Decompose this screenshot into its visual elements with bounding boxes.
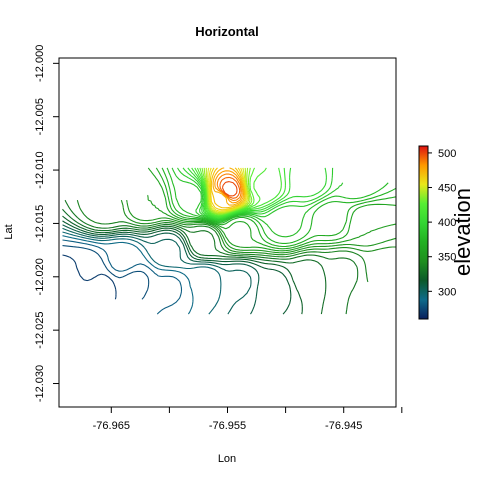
contour-line [219, 176, 241, 199]
contour-line [177, 167, 334, 221]
contour-line [182, 167, 327, 220]
y-tick-label: -12.015 [34, 205, 46, 242]
contour-line [155, 167, 396, 248]
colorbar-ticks: 300 350 400 450 500 [428, 148, 456, 298]
y-tick-label: -12.010 [34, 151, 46, 188]
y-axis-label: Lat [3, 224, 15, 239]
colorbar-gradient [418, 145, 429, 320]
contour-line [62, 235, 194, 315]
chart-title: Horizontal [195, 24, 259, 39]
contour-line [120, 199, 396, 256]
contour-line [207, 167, 249, 213]
colorbar-tick-label: 500 [438, 148, 456, 160]
contour-line [214, 170, 243, 204]
contour-line [208, 167, 247, 212]
y-axis: -12.000 -12.005 -12.010 -12.015 -12.020 -12.0… [34, 45, 59, 402]
contour-lines [62, 167, 396, 315]
contour-line [64, 199, 359, 315]
contour-line [210, 167, 245, 209]
contour-line [205, 167, 250, 214]
contour-line [126, 200, 396, 254]
contour-line [216, 173, 242, 202]
x-axis: -76.965 -76.955 -76.945 [93, 407, 403, 432]
contour-line [62, 224, 260, 315]
contour-line [221, 181, 238, 197]
colorbar-title: elevation [450, 188, 475, 276]
contour-line [76, 199, 369, 283]
contour-line [62, 227, 252, 315]
contour-line [147, 167, 396, 250]
contour-line [62, 231, 222, 315]
contour-line [166, 167, 389, 238]
colorbar-tick-label: 400 [438, 217, 456, 229]
contour-line [201, 167, 253, 216]
y-tick-label: -12.000 [34, 45, 46, 82]
colorbar-tick-label: 350 [438, 252, 456, 264]
y-tick-label: -12.020 [34, 258, 46, 295]
contour-line [209, 167, 246, 211]
contour-line [62, 245, 150, 300]
x-tick-label: -76.945 [325, 420, 362, 432]
contour-line [161, 167, 396, 244]
colorbar-legend: 300 350 400 450 500 elevation [418, 145, 475, 320]
x-tick-label: -76.965 [93, 420, 130, 432]
contour-line [212, 167, 245, 206]
colorbar-tick-label: 300 [438, 286, 456, 298]
x-axis-label: Lon [218, 453, 236, 465]
y-tick-label: -12.005 [34, 98, 46, 135]
contour-line [62, 254, 117, 300]
contour-line [62, 208, 327, 315]
contour-line [62, 215, 303, 315]
contour-line [147, 194, 396, 252]
y-tick-label: -12.030 [34, 365, 46, 402]
contour-line [196, 167, 267, 217]
contour-line [171, 167, 344, 222]
colorbar-tick-label: 450 [438, 183, 456, 195]
x-tick-label: -76.955 [209, 420, 246, 432]
contour-line [62, 220, 292, 315]
contour-line [62, 239, 183, 315]
contour-line [203, 167, 251, 215]
y-tick-label: -12.025 [34, 311, 46, 348]
